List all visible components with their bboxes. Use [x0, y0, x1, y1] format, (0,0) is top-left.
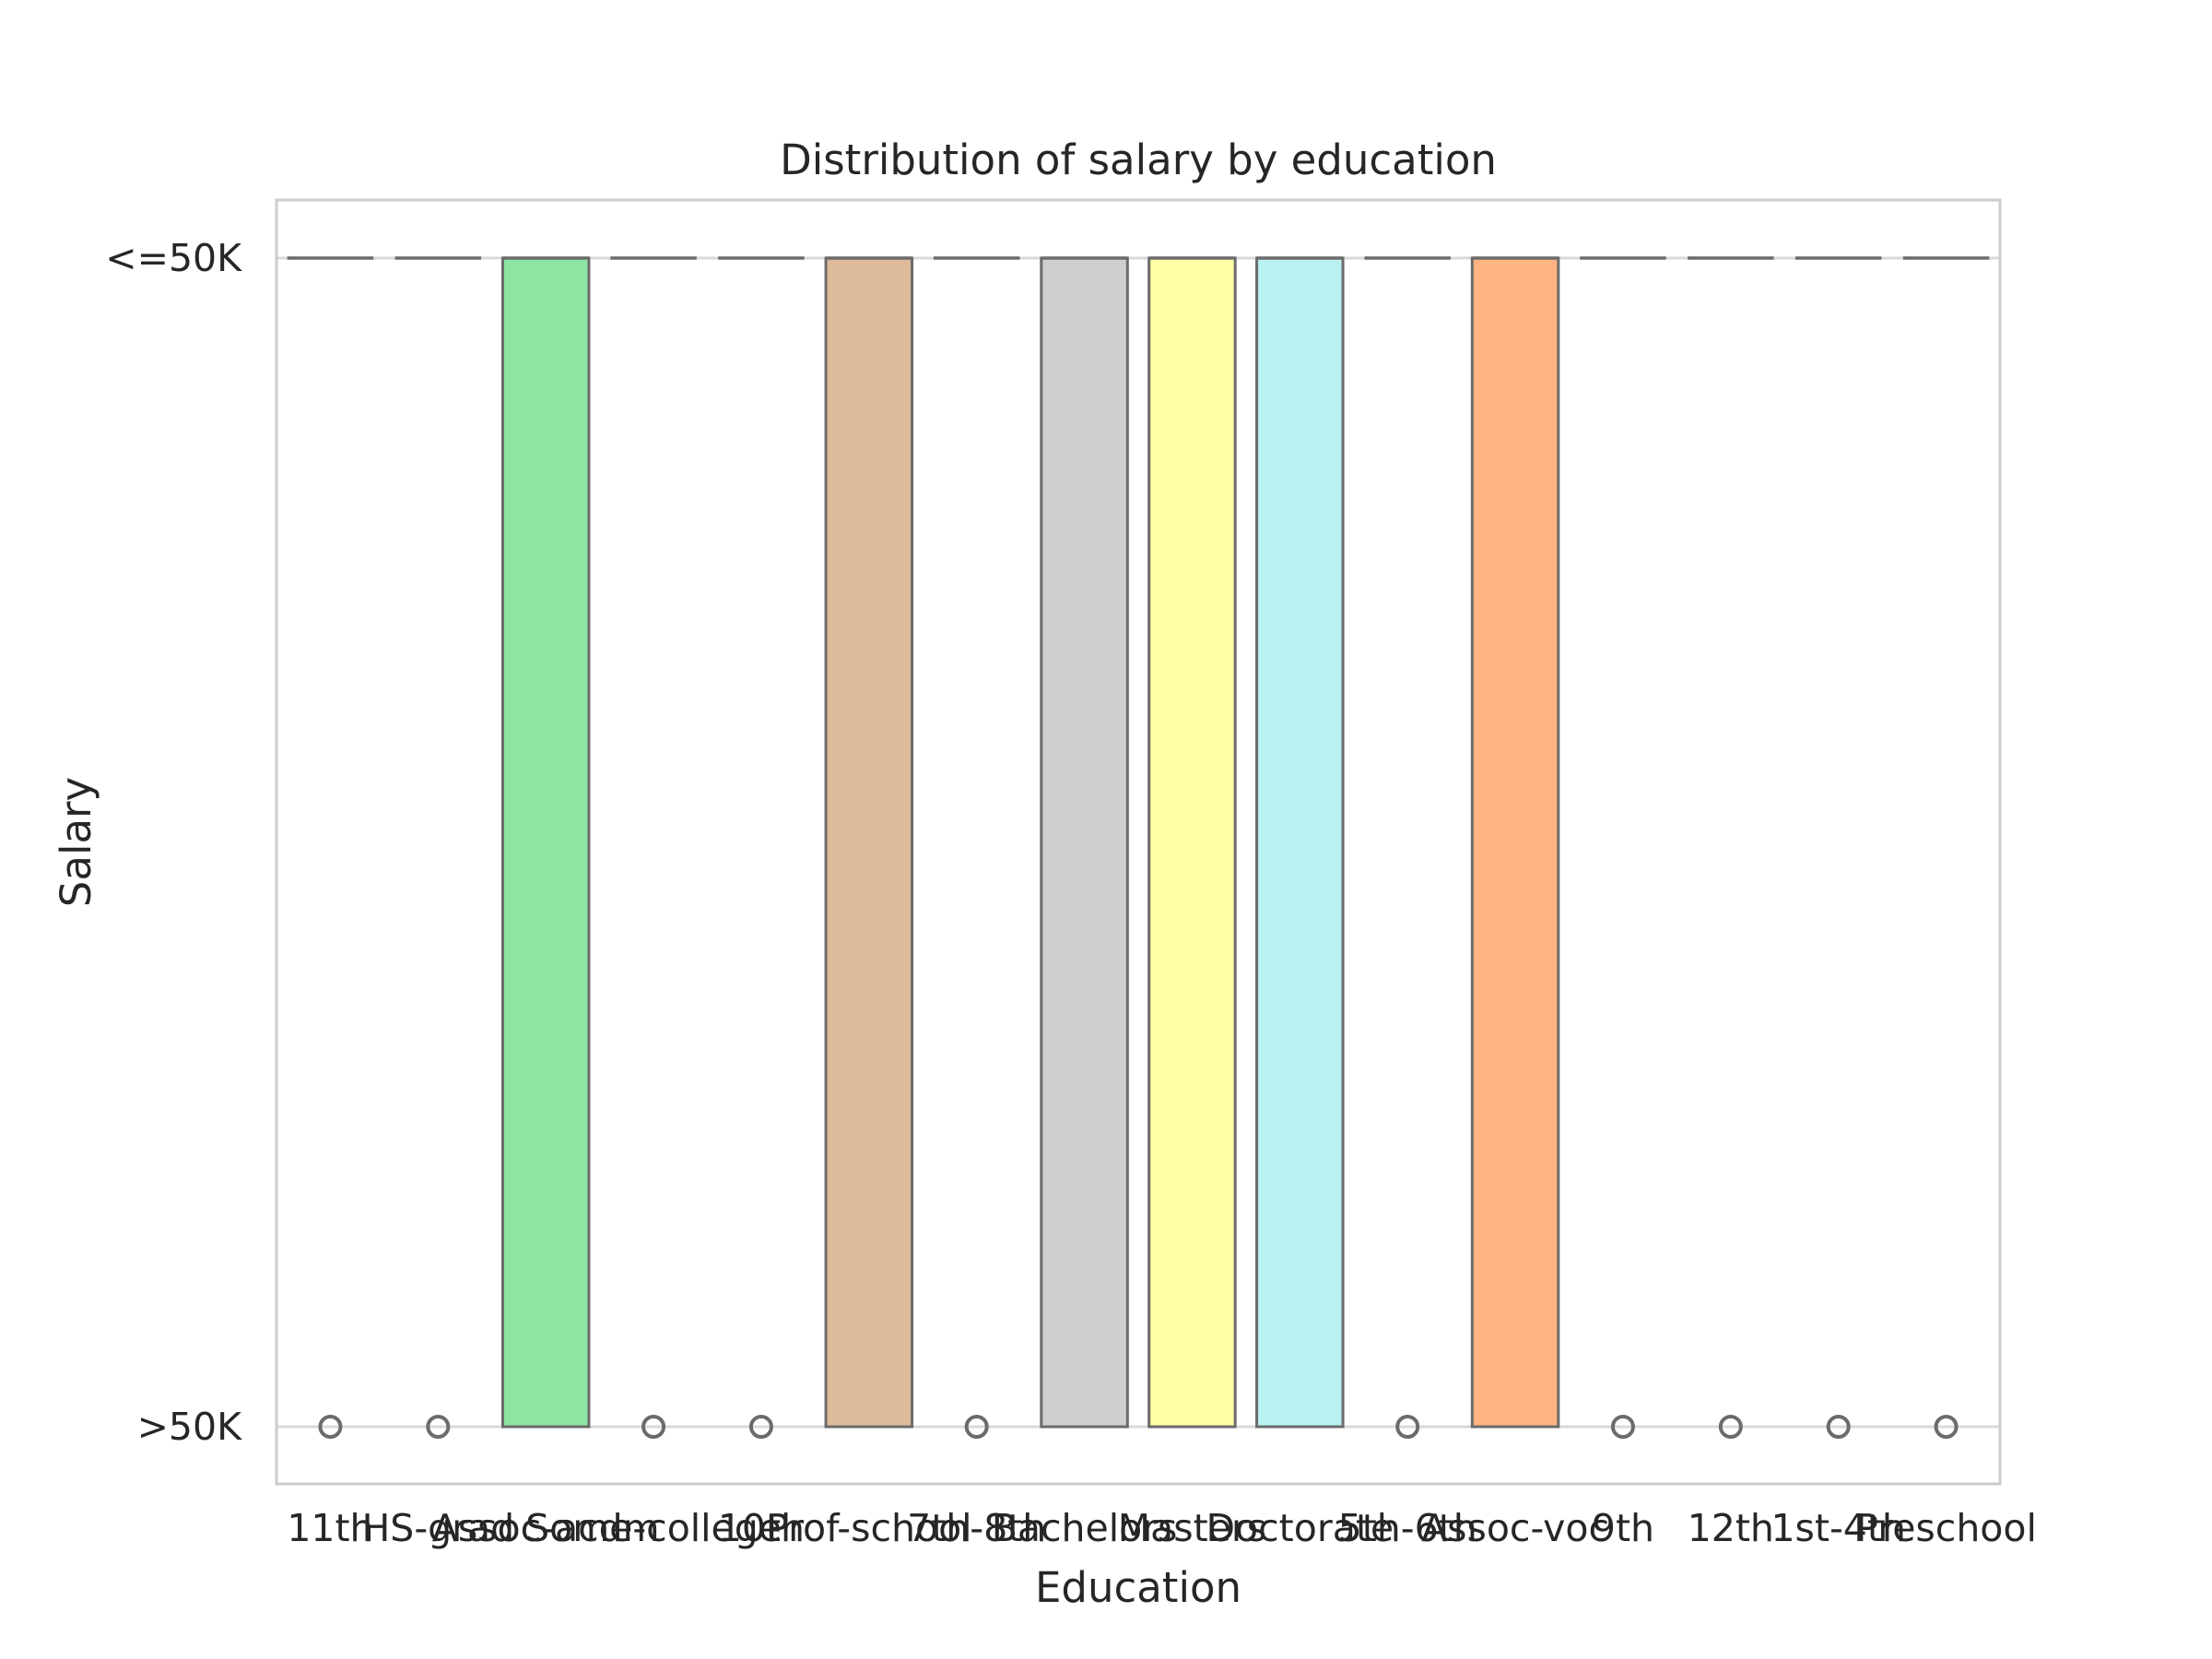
outlier-point	[1395, 1415, 1420, 1439]
outlier-point	[1826, 1415, 1851, 1439]
x-tick-label: Some-college	[525, 1506, 782, 1550]
x-tick-label: Bachelors	[992, 1506, 1178, 1550]
box-Bachelors	[1040, 256, 1129, 1429]
box-Doctorate	[1255, 256, 1345, 1429]
x-tick-label: 9th	[1592, 1506, 1654, 1550]
y-axis-label: Salary	[52, 777, 100, 907]
x-tick-label: 5th-6th	[1338, 1506, 1477, 1550]
outlier-point	[1718, 1415, 1743, 1439]
x-tick-label: 7th-8th	[907, 1506, 1046, 1550]
outlier-point	[748, 1415, 773, 1439]
y-tick-labels: >50K <=50K	[105, 236, 242, 1449]
x-tick-label: 12th	[1688, 1506, 1774, 1550]
outlier-point	[641, 1415, 666, 1439]
boxes	[287, 256, 1990, 1439]
box-Prof-school	[824, 256, 914, 1429]
chart-title: Distribution of salary by education	[780, 135, 1497, 184]
x-tick-label: Prof-school	[766, 1506, 971, 1550]
x-tick-label: Preschool	[1855, 1506, 2037, 1550]
y-tick-label: <=50K	[105, 236, 242, 280]
x-tick-label: 10th	[718, 1506, 805, 1550]
x-tick-labels: 11thHS-gradAssoc-acdmSome-college10thPro…	[287, 1506, 2037, 1550]
x-tick-label: HS-grad	[361, 1506, 514, 1550]
y-tick-label: >50K	[137, 1405, 243, 1449]
box-Assoc-acdm	[500, 256, 591, 1429]
x-tick-label: Masters	[1118, 1506, 1266, 1550]
outlier-point	[426, 1415, 451, 1439]
plot-area	[275, 198, 2002, 1486]
box-Assoc-voc	[1470, 256, 1560, 1429]
outlier-point	[1610, 1415, 1635, 1439]
x-tick-label: Assoc-acdm	[432, 1506, 660, 1550]
x-tick-label: 1st-4th	[1771, 1506, 1905, 1550]
x-tick-label: 11th	[287, 1506, 373, 1550]
outlier-point	[964, 1415, 989, 1439]
outlier-point	[318, 1415, 343, 1439]
x-axis-label: Education	[1035, 1563, 1241, 1612]
x-tick-label: Doctorate	[1206, 1506, 1394, 1550]
x-tick-label: Assoc-voc	[1421, 1506, 1609, 1550]
box-Masters	[1147, 256, 1237, 1429]
outlier-point	[1934, 1415, 1959, 1439]
